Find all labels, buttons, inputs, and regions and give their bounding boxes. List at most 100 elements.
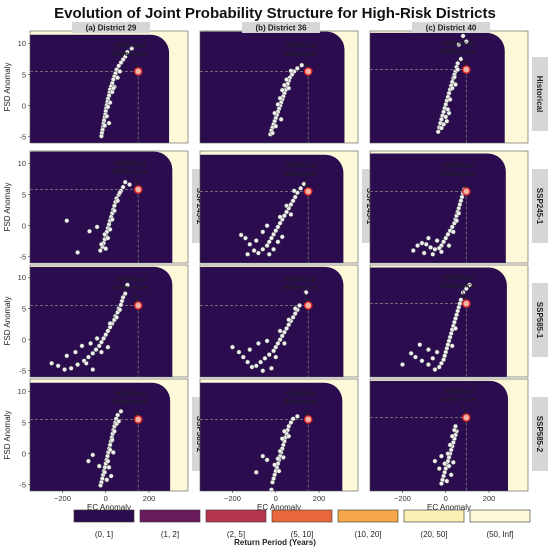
data-point	[449, 343, 455, 349]
data-point	[449, 85, 455, 91]
panel-3-1: Historical Reference −200 0 200 EC Anomaly	[199, 378, 359, 512]
data-point	[118, 302, 124, 308]
data-point	[114, 314, 120, 320]
panel-grid: Historical Reference -5 0 5 10 FSD Anomaly (a) …	[3, 22, 548, 512]
data-point	[281, 428, 287, 434]
data-point	[97, 248, 103, 254]
data-point	[117, 307, 123, 313]
data-point	[98, 133, 104, 139]
data-point	[253, 469, 259, 475]
data-point	[260, 368, 266, 374]
data-point	[443, 235, 449, 241]
data-point	[270, 479, 275, 485]
x-tick-label: −200	[394, 494, 411, 503]
panel-2-0: Historical Reference -5 0 5 10 FSD Anomaly	[3, 264, 189, 378]
contour-fill	[370, 31, 528, 143]
data-point	[288, 212, 294, 217]
data-point	[64, 353, 70, 359]
data-point	[463, 39, 469, 45]
row-title: SSP245-2	[195, 188, 204, 225]
data-point	[245, 251, 251, 257]
data-point	[90, 350, 96, 356]
data-point	[249, 364, 255, 370]
panel-1-0: Historical Reference -5 0 5 10 FSD Anomaly SSP2…	[3, 150, 208, 264]
data-point	[284, 77, 290, 82]
y-tick-label: 10	[18, 39, 26, 48]
historical-reference-marker	[133, 301, 143, 310]
panel-1-1: Historical Reference SSP245-1	[199, 150, 378, 264]
legend-label: (5, 10]	[291, 530, 314, 539]
data-point	[435, 129, 441, 135]
x-tick-label: 200	[313, 494, 326, 503]
data-point	[107, 447, 113, 453]
data-point	[62, 367, 68, 372]
panel-0-2: Historical Reference (c) District 40 Histor…	[369, 22, 548, 144]
data-point	[64, 218, 70, 224]
data-point	[454, 218, 460, 224]
reference-annotation: Historical Reference	[283, 40, 318, 58]
historical-reference-marker	[133, 415, 143, 424]
legend-label: (20, 50]	[420, 530, 447, 539]
data-point	[117, 68, 123, 74]
data-point	[288, 202, 294, 207]
reference-annotation: Historical Reference	[441, 273, 476, 291]
data-point	[262, 355, 268, 361]
data-point	[425, 362, 431, 368]
data-point	[109, 216, 115, 222]
data-point	[441, 357, 447, 363]
row-strip	[532, 57, 548, 131]
reference-annotation: Historical Reference	[113, 388, 148, 406]
data-point	[434, 349, 440, 355]
reference-annotation: Historical Reference	[283, 160, 318, 178]
data-point	[444, 478, 450, 484]
x-tick-label: 200	[143, 494, 156, 503]
legend-swatch	[73, 509, 135, 523]
data-point	[279, 87, 285, 93]
data-point	[292, 194, 298, 200]
data-point	[436, 245, 442, 251]
annotation-arrowhead	[134, 182, 139, 186]
data-point	[445, 451, 451, 457]
data-point	[436, 466, 442, 472]
data-point	[247, 241, 253, 247]
historical-reference-marker	[462, 413, 471, 422]
data-point	[294, 413, 300, 419]
data-point	[455, 67, 461, 73]
data-point	[290, 198, 296, 204]
x-tick-label: 200	[483, 494, 496, 503]
data-point	[96, 343, 102, 349]
y-tick-label: 0	[22, 101, 26, 110]
x-axis-label: EC Anomaly	[87, 503, 131, 512]
data-point	[290, 416, 296, 422]
legend: (0, 1] (1, 2] (2, 5] (5, 10] (10, 20] (20, 50…	[73, 509, 531, 547]
data-point	[273, 228, 279, 234]
data-point	[90, 367, 96, 372]
reference-annotation: Historical Reference	[283, 274, 318, 292]
data-point	[122, 291, 128, 297]
data-point	[268, 487, 274, 491]
data-point	[107, 321, 113, 326]
panel-frame	[29, 150, 189, 264]
panel-frame	[199, 264, 359, 378]
data-point	[438, 453, 444, 459]
data-point	[127, 182, 133, 188]
data-point	[299, 62, 305, 68]
data-point	[96, 463, 102, 469]
legend-swatch	[271, 509, 333, 523]
legend-label: (10, 20]	[354, 530, 381, 539]
data-point	[110, 449, 116, 455]
data-point	[75, 362, 81, 368]
data-point	[447, 96, 453, 102]
data-point	[442, 461, 448, 467]
data-point	[245, 359, 251, 365]
row-title: Historical	[535, 76, 544, 112]
y-tick-label: -5	[19, 481, 26, 490]
data-point	[436, 364, 442, 370]
data-point	[410, 248, 416, 254]
data-point	[238, 232, 244, 238]
data-point	[444, 118, 450, 124]
data-point	[292, 311, 298, 316]
data-point	[451, 74, 457, 80]
data-point	[445, 231, 451, 237]
